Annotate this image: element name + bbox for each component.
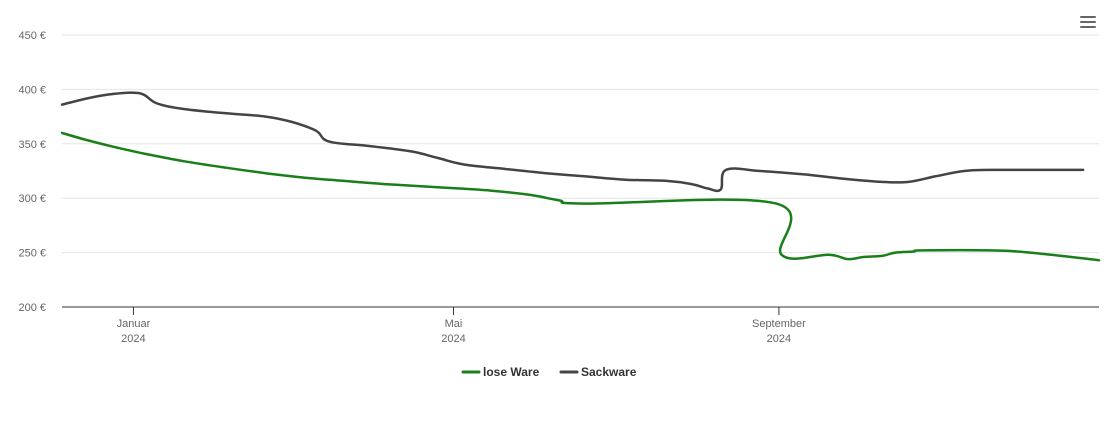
x-tick-label-year: 2024	[767, 333, 791, 345]
series-line-sackware[interactable]	[60, 91, 1085, 193]
legend-label: Sackware	[581, 365, 637, 379]
series-lines	[60, 91, 1101, 262]
grid-lines	[62, 34, 1099, 254]
y-tick-label: 350 €	[18, 139, 46, 151]
x-tick-label-year: 2024	[121, 333, 145, 345]
legend-label: lose Ware	[483, 365, 540, 379]
x-tick-label-month: Mai	[445, 318, 463, 330]
y-axis: 200 € 250 € 300 € 350 € 400 € 450 €	[18, 30, 46, 314]
hamburger-menu-icon-bar	[1080, 26, 1096, 28]
legend-item-lose-ware[interactable]: lose Ware	[461, 365, 540, 379]
legend-item-sackware[interactable]: Sackware	[559, 365, 637, 379]
x-axis: Januar 2024 Mai 2024 September 2024	[62, 306, 1099, 345]
y-tick-label: 250 €	[18, 248, 46, 260]
legend: lose Ware Sackware	[461, 365, 637, 379]
x-tick-label-month: September	[752, 318, 806, 330]
chart-context-menu-button[interactable]	[1076, 10, 1100, 34]
y-tick-label: 450 €	[18, 30, 46, 42]
hamburger-menu-icon-bar	[1080, 21, 1096, 23]
y-tick-label: 300 €	[18, 193, 46, 205]
x-tick-label-year: 2024	[441, 333, 465, 345]
x-tick-label-month: Januar	[117, 318, 151, 330]
series-line-lose-ware[interactable]	[60, 131, 1101, 262]
hamburger-menu-icon	[1080, 16, 1096, 18]
y-tick-label: 400 €	[18, 84, 46, 96]
y-tick-label: 200 €	[18, 302, 46, 314]
